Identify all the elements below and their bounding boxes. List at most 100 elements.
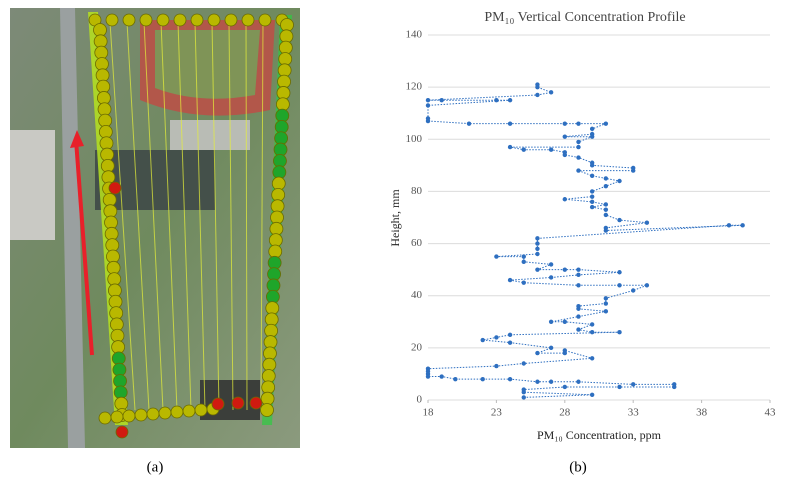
data-point xyxy=(589,134,595,139)
sample-dot xyxy=(115,425,129,439)
sample-dot xyxy=(258,13,272,27)
data-point xyxy=(535,251,540,257)
data-point xyxy=(535,92,540,98)
data-point xyxy=(425,374,431,379)
data-point xyxy=(576,155,581,160)
data-point xyxy=(521,389,526,395)
chart-title: PM₁₀ Vertical Concentration Profile xyxy=(484,10,685,25)
y-tick-label: 120 xyxy=(406,81,423,93)
data-point xyxy=(644,283,650,288)
data-point xyxy=(548,379,554,384)
data-point xyxy=(589,330,595,335)
y-tick-label: 40 xyxy=(411,289,423,301)
data-point xyxy=(480,337,485,343)
data-point xyxy=(439,97,444,103)
x-tick-label: 33 xyxy=(628,407,640,419)
data-point xyxy=(603,212,609,218)
building xyxy=(170,120,250,150)
sample-dot xyxy=(224,13,238,27)
pillar-line xyxy=(260,21,264,411)
data-point xyxy=(521,254,526,259)
data-point xyxy=(576,306,581,311)
data-point xyxy=(562,197,567,202)
sample-dot xyxy=(207,13,221,27)
data-point xyxy=(589,199,595,205)
data-point xyxy=(425,103,431,108)
data-point xyxy=(535,267,540,272)
data-point xyxy=(589,392,595,397)
data-point xyxy=(521,361,526,366)
aerial-photo xyxy=(10,8,300,448)
x-tick-label: 18 xyxy=(423,407,435,419)
data-point xyxy=(453,376,458,382)
data-point xyxy=(521,280,526,285)
data-point xyxy=(603,121,609,126)
data-point xyxy=(617,270,622,275)
data-point xyxy=(507,340,513,345)
data-point xyxy=(576,139,581,145)
y-tick-label: 0 xyxy=(417,394,423,406)
data-point xyxy=(548,147,554,152)
x-tick-label: 28 xyxy=(559,407,571,419)
x-tick-label: 38 xyxy=(696,407,708,419)
data-point xyxy=(589,194,595,199)
pillar-line xyxy=(228,21,234,411)
data-point xyxy=(548,319,554,324)
pillar-line xyxy=(245,21,248,411)
pillar-line xyxy=(194,21,206,411)
pillar-line xyxy=(143,21,164,411)
data-point xyxy=(631,168,636,173)
data-point xyxy=(507,97,513,103)
pillar-line xyxy=(109,21,136,411)
sample-dot xyxy=(170,405,184,419)
sample-dot xyxy=(249,396,263,410)
data-point xyxy=(494,335,499,340)
sample-dot xyxy=(241,13,255,27)
data-point xyxy=(617,330,622,335)
panel-label: (b) xyxy=(569,459,587,475)
data-point xyxy=(548,275,554,280)
data-point xyxy=(480,376,485,382)
pillar-line xyxy=(177,21,192,411)
data-point xyxy=(631,382,636,387)
data-point xyxy=(466,121,472,126)
data-point xyxy=(562,152,567,158)
x-axis-title: PM₁₀ Concentration, ppm xyxy=(537,428,662,442)
sample-dot xyxy=(98,411,112,425)
data-point xyxy=(548,262,554,267)
data-point xyxy=(494,97,499,103)
data-point xyxy=(425,118,431,124)
sample-dot xyxy=(182,404,196,418)
data-point xyxy=(617,178,622,184)
data-point xyxy=(535,84,540,90)
sample-dot xyxy=(134,408,148,422)
data-point xyxy=(521,147,526,152)
data-point xyxy=(589,322,595,327)
sample-dot xyxy=(211,397,225,411)
data-point xyxy=(672,384,677,390)
y-tick-label: 80 xyxy=(411,185,423,197)
data-point xyxy=(576,144,581,150)
x-tick-label: 43 xyxy=(765,407,777,419)
profile-line xyxy=(427,84,743,398)
road xyxy=(60,8,85,448)
sample-dot xyxy=(110,410,124,424)
y-tick-label: 60 xyxy=(411,237,423,249)
data-point xyxy=(507,277,513,283)
pillar-line xyxy=(160,21,178,411)
data-point xyxy=(562,348,567,353)
sample-dot xyxy=(108,181,122,195)
data-point xyxy=(589,163,595,168)
data-point xyxy=(562,319,567,324)
x-tick-label: 23 xyxy=(491,407,503,419)
data-point xyxy=(548,345,554,351)
data-point xyxy=(535,350,540,356)
sample-dot xyxy=(156,13,170,27)
y-tick-label: 100 xyxy=(406,133,423,145)
sample-dot xyxy=(158,406,172,420)
data-point xyxy=(548,90,554,95)
data-point xyxy=(603,309,609,314)
data-point xyxy=(603,301,609,306)
data-point xyxy=(576,121,581,126)
